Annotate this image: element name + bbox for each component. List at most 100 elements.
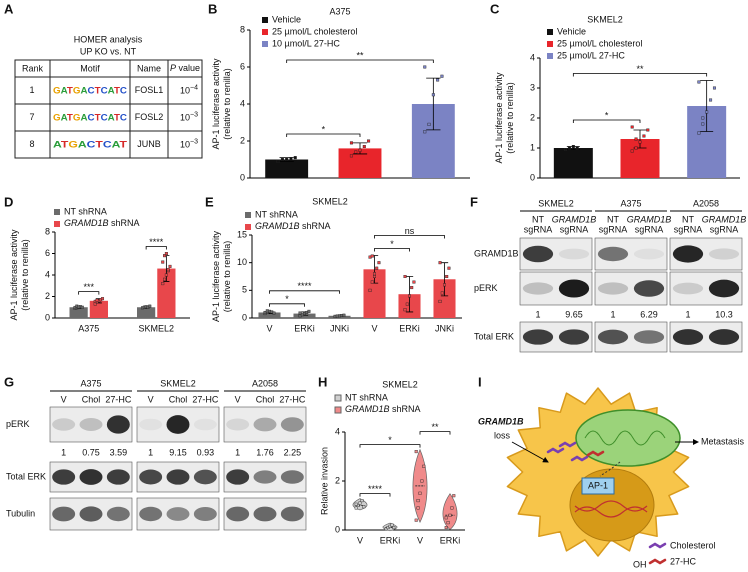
blot-band <box>280 470 304 484</box>
y-tick-label: 1 <box>530 142 535 152</box>
data-point <box>276 159 280 163</box>
y-tick-label: 0 <box>335 524 340 534</box>
gene-label: GRAMD1B <box>478 416 524 426</box>
blot-frame <box>519 271 593 306</box>
table-header: Rank <box>22 63 44 73</box>
legend-label: 25 µmol/L cholesterol <box>272 26 357 36</box>
data-point <box>422 464 426 468</box>
data-point <box>354 150 358 154</box>
quantification: 1.76 <box>256 447 274 457</box>
blot-band <box>166 469 190 485</box>
legend-swatch <box>262 17 268 23</box>
molecule <box>586 450 605 457</box>
blot-band <box>193 469 217 485</box>
legend-label: GRAMD1B shRNA <box>255 221 331 231</box>
blot-band <box>106 469 130 485</box>
data-point <box>443 283 447 287</box>
data-point <box>567 146 571 150</box>
quantification: 10.3 <box>715 309 733 319</box>
data-point <box>373 272 377 276</box>
significance-bracket <box>419 431 451 435</box>
table-cell: JUNB <box>137 139 161 149</box>
data-point <box>354 502 358 506</box>
x-tick-label: V <box>417 535 423 545</box>
significance-label: ** <box>356 50 364 60</box>
data-point <box>446 521 450 525</box>
data-point <box>166 268 170 272</box>
significance-label: * <box>322 124 326 134</box>
blot-band <box>672 329 704 345</box>
lane-label: sgRNA <box>524 224 553 234</box>
blot-band <box>253 417 277 432</box>
legend-label: GRAMD1B shRNA <box>345 404 421 414</box>
data-point <box>163 277 167 281</box>
p-exp: −4 <box>190 84 198 91</box>
data-point <box>161 282 165 286</box>
data-point <box>431 93 435 97</box>
data-point <box>709 98 713 102</box>
y-tick-label: 8 <box>240 24 245 34</box>
significance-bracket <box>286 59 434 63</box>
quantification: 1 <box>235 447 240 457</box>
quantification: 2.25 <box>284 447 302 457</box>
bar <box>363 269 386 318</box>
lane-label: 27-HC <box>192 394 219 404</box>
significance-bracket <box>359 444 421 448</box>
data-point <box>571 144 575 148</box>
data-point <box>438 299 442 303</box>
y-tick-label: 4 <box>45 269 50 279</box>
lane-label: sgRNA <box>599 224 628 234</box>
lane-label: 27-HC <box>105 394 132 404</box>
y-tick-label: 5 <box>242 285 247 295</box>
table-subtitle: UP KO vs. NT <box>80 46 137 56</box>
y-axis-label: (relative to renilla) <box>222 68 232 140</box>
error-bar <box>405 276 414 313</box>
data-point <box>77 305 81 309</box>
blot-row-label: pERK <box>474 283 498 293</box>
data-point <box>280 157 284 161</box>
significance-bracket <box>572 73 708 77</box>
y-axis-label: (relative to renilla) <box>20 239 30 311</box>
blot-band <box>558 248 590 260</box>
bar <box>137 307 156 318</box>
lane-label: Chol <box>256 394 275 404</box>
data-point <box>564 147 568 151</box>
data-point <box>701 122 705 126</box>
mitochondrion <box>575 409 681 467</box>
blot-band <box>633 280 665 297</box>
significance-label: * <box>605 110 609 120</box>
data-point <box>414 450 418 454</box>
significance-bracket <box>145 246 167 250</box>
legend-label: NT shRNA <box>255 209 298 219</box>
table-cell: 7 <box>29 112 34 122</box>
y-tick-label: 0 <box>242 312 247 322</box>
blot-band <box>708 329 740 345</box>
y-tick-label: 0 <box>530 172 535 182</box>
data-point <box>390 523 394 527</box>
data-point <box>367 139 371 143</box>
lane-label: GRAMD1B <box>702 214 747 224</box>
bar <box>69 307 88 318</box>
y-tick-label: 10 <box>237 257 247 267</box>
panel-label: B <box>208 1 217 16</box>
panel-label: E <box>205 194 214 209</box>
y-tick-label: 2 <box>335 475 340 485</box>
blot-band <box>633 248 665 260</box>
panel-label: F <box>470 194 478 209</box>
panel-label: H <box>318 374 327 389</box>
y-tick-label: 2 <box>530 112 535 122</box>
blot-band <box>226 418 250 431</box>
lane-label: V <box>235 394 241 404</box>
blot-frame <box>49 406 133 443</box>
blot-band <box>79 469 103 485</box>
blot-band <box>522 329 554 345</box>
y-tick-label: 2 <box>45 291 50 301</box>
y-tick-label: 2 <box>240 135 245 145</box>
blot-row-label: Total ERK <box>6 471 46 481</box>
blot-band <box>106 415 130 434</box>
blot-band <box>597 329 629 345</box>
chart-title: A375 <box>329 6 350 16</box>
significance-bracket <box>269 303 305 307</box>
x-tick-label: JNKi <box>330 323 349 333</box>
lane-label: V <box>61 394 67 404</box>
